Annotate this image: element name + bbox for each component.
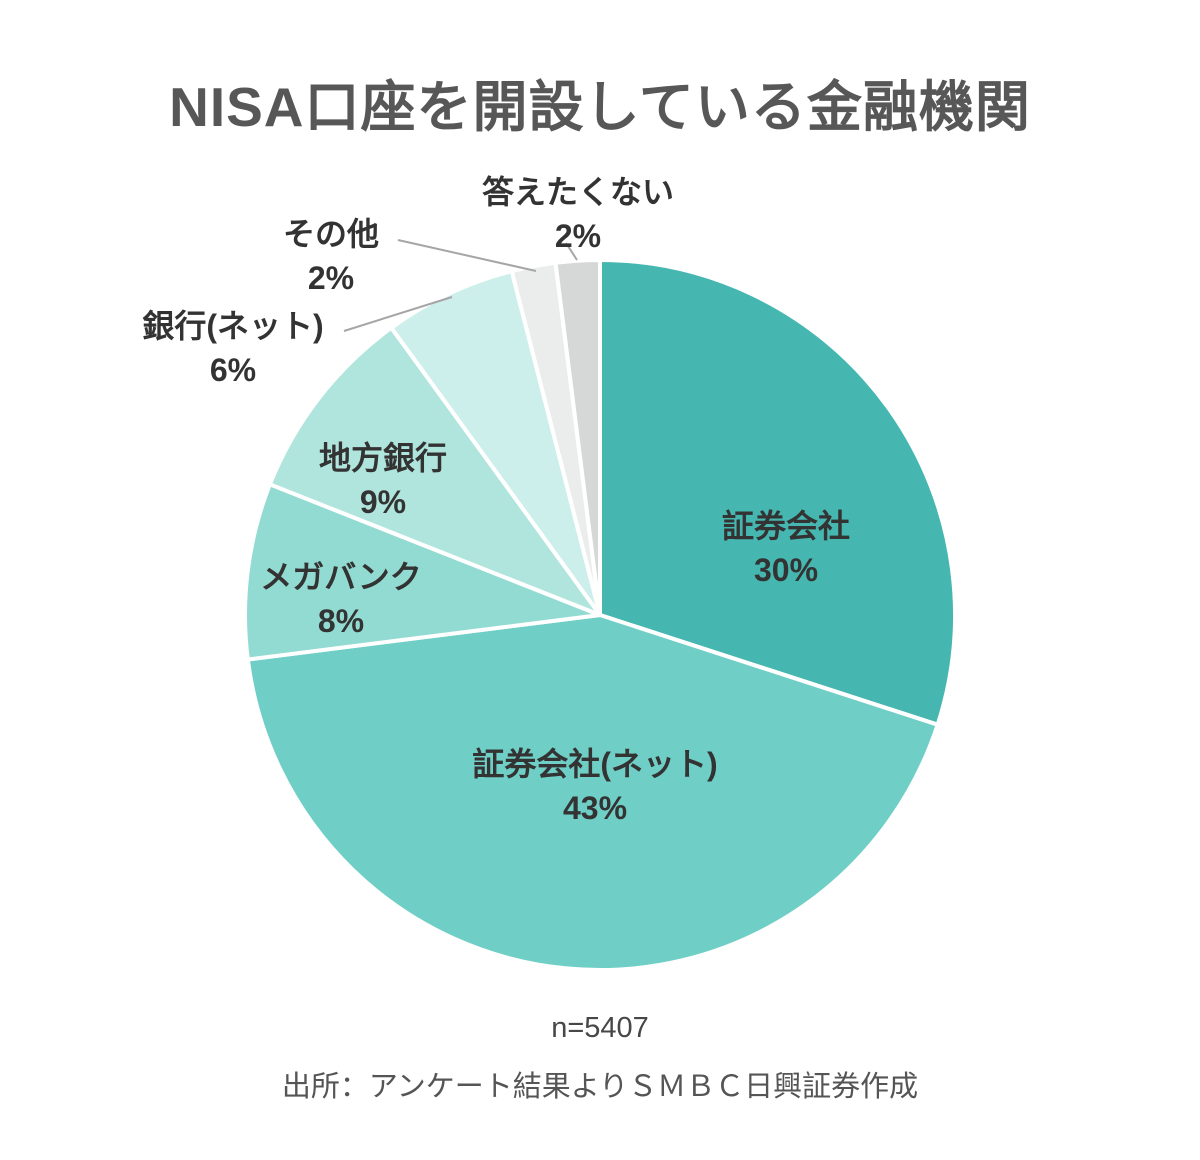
pie-slice-4	[389, 269, 602, 617]
pie-slice-3	[267, 325, 602, 617]
pie-slice-0	[598, 258, 957, 727]
leader-line-5	[397, 239, 537, 272]
chart-title: NISA口座を開設している金融機関	[169, 76, 1031, 138]
slice-label-0: 証券会社 30%	[722, 508, 850, 588]
pie-slice-1	[245, 613, 940, 972]
pie-slice-6	[553, 258, 602, 617]
slice-label-6: 答えたくない 2%	[482, 174, 674, 254]
slice-label-4: 銀行(ネット) 6%	[142, 308, 323, 388]
slice-label-5: その他 2%	[283, 216, 379, 296]
slice-label-1: 証券会社(ネット) 43%	[472, 746, 717, 826]
slice-label-3: 地方銀行 9%	[319, 440, 447, 520]
leader-line-4	[343, 296, 453, 332]
sample-size-note: n=5407	[551, 1012, 649, 1044]
leader-line-6	[565, 242, 578, 261]
pie-slice-2	[243, 482, 602, 662]
slice-label-2: メガバンク 8%	[260, 559, 422, 639]
source-note: 出所：アンケート結果よりＳＭＢＣ日興証券作成	[281, 1071, 919, 1103]
